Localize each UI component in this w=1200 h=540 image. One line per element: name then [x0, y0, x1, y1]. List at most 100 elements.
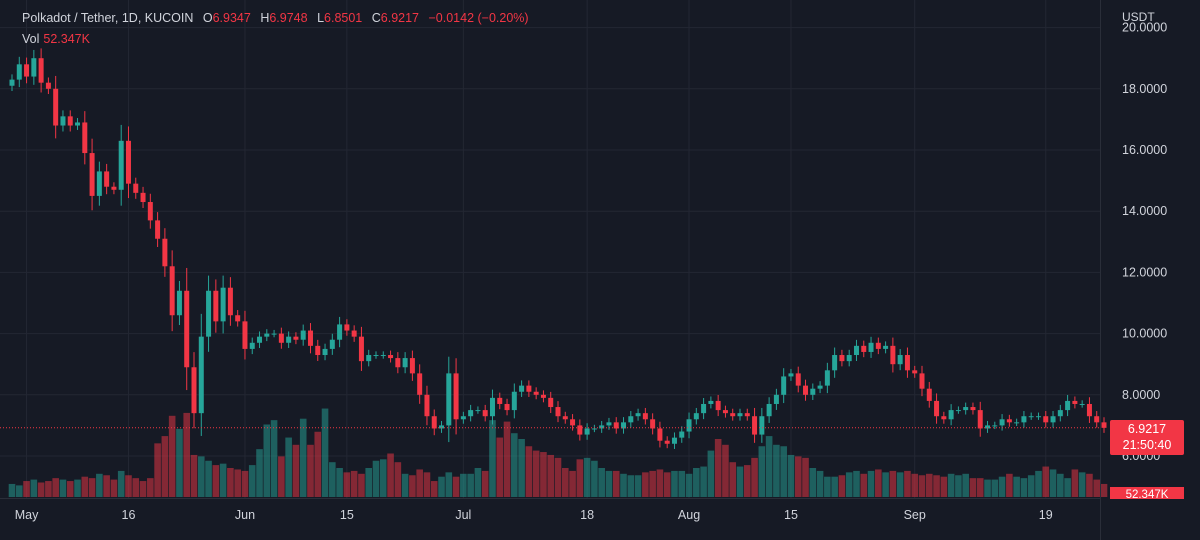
volume-bar — [612, 470, 620, 497]
candle-body — [453, 373, 459, 420]
candle-body — [752, 416, 758, 435]
candle-body — [584, 428, 590, 435]
candle-body — [147, 202, 153, 221]
price-tick-label: 18.0000 — [1122, 82, 1167, 96]
volume-bar — [605, 470, 613, 497]
volume-bar — [831, 476, 838, 497]
symbol-legend: Polkadot / Tether, 1D, KUCOIN O6.9347 H6… — [22, 11, 529, 25]
candle-body — [890, 345, 896, 365]
volume-bar — [809, 468, 817, 497]
volume-bar — [409, 475, 416, 497]
volume-bar — [743, 465, 751, 497]
candle-body — [53, 88, 59, 126]
volume-legend: Vol 52.347K — [22, 32, 90, 46]
time-tick-label: 15 — [340, 508, 354, 522]
volume-bar — [379, 459, 387, 497]
candles — [9, 48, 1107, 449]
candle-body — [271, 333, 277, 335]
candle-body — [912, 370, 918, 374]
candle-body — [1079, 403, 1085, 405]
volume-bar — [824, 476, 831, 497]
candle-body — [926, 388, 932, 401]
volume-bar — [460, 473, 467, 497]
volume-bar — [1071, 469, 1079, 497]
volume-bar — [882, 472, 889, 497]
volume-bar — [8, 483, 16, 497]
candle-body — [919, 373, 925, 389]
time-tick-label: 15 — [784, 508, 798, 522]
candle-body — [169, 266, 175, 316]
candle-body — [104, 171, 110, 187]
volume-bar — [445, 472, 453, 497]
volume-bar — [1013, 476, 1020, 497]
symbol-title[interactable]: Polkadot / Tether, 1D, KUCOIN — [22, 11, 194, 25]
candle-body — [482, 410, 488, 417]
candle-body — [766, 403, 772, 417]
volume-bar — [955, 475, 962, 497]
candle-body — [970, 407, 976, 411]
volume-bar — [700, 466, 707, 497]
volume-bar — [1027, 475, 1035, 497]
volume-bar — [452, 476, 460, 497]
volume-bar — [343, 472, 351, 497]
time-tick-label: 19 — [1039, 508, 1053, 522]
candle-body — [591, 428, 597, 430]
volume-bar — [773, 444, 780, 497]
volume-bar — [314, 431, 322, 497]
volume-bar — [416, 469, 423, 497]
open-label: O — [202, 11, 213, 25]
volume-bar — [984, 479, 991, 497]
volume-bar — [685, 473, 693, 497]
volume-bar — [285, 437, 292, 497]
candle-body — [824, 370, 830, 386]
currency-unit[interactable]: USDT — [1122, 10, 1155, 24]
price-axis[interactable]: 6.00008.000010.000012.000014.000016.0000… — [1122, 21, 1167, 463]
candle-body — [227, 287, 233, 316]
price-tick-label: 10.0000 — [1122, 327, 1167, 341]
candle-body — [439, 425, 445, 429]
candle-body — [1028, 416, 1034, 418]
volume-bar — [205, 460, 212, 497]
volume-bar — [1006, 473, 1013, 497]
candle-body — [1072, 400, 1078, 404]
candle-body — [82, 122, 88, 154]
change-value: −0.0142 (−0.20%) — [428, 11, 529, 25]
candle-body — [941, 416, 947, 420]
candle-body — [635, 413, 641, 417]
candle-body — [366, 355, 372, 362]
volume-label[interactable]: Vol — [22, 32, 40, 46]
price-tick-label: 14.0000 — [1122, 204, 1167, 218]
volume-bar — [722, 444, 729, 497]
candle-body — [358, 336, 364, 362]
candle-body — [329, 339, 335, 349]
candle-body — [24, 64, 30, 77]
high-label: H — [260, 11, 270, 25]
candle-body — [409, 358, 415, 374]
volume-bar — [1093, 479, 1101, 497]
candle-body — [686, 419, 692, 432]
price-axis-divider — [1100, 0, 1101, 540]
volume-bar — [394, 462, 402, 497]
candle-body — [722, 410, 728, 414]
candle-body — [657, 428, 663, 441]
candle-body — [293, 336, 299, 340]
candle-body — [96, 171, 102, 196]
time-axis[interactable]: May 16 Jun 15 Jul 18 Aug 15 Sep 19 — [15, 508, 1053, 522]
volume-bar — [1064, 478, 1071, 497]
volume-bar — [154, 443, 161, 497]
candle-body — [60, 116, 66, 126]
volume-bar — [794, 456, 802, 497]
candle-body — [257, 336, 263, 343]
volume-bar — [925, 473, 933, 497]
candle-body — [606, 422, 612, 426]
candle-body — [1050, 416, 1056, 423]
volume-bar — [525, 446, 533, 497]
volume-bar — [1035, 470, 1042, 497]
candle-body — [424, 394, 430, 417]
volume-bar — [74, 479, 81, 497]
volume-bar — [234, 469, 241, 497]
candle-body — [140, 192, 146, 203]
volume-bar — [642, 472, 649, 497]
volume-bar — [197, 456, 205, 497]
